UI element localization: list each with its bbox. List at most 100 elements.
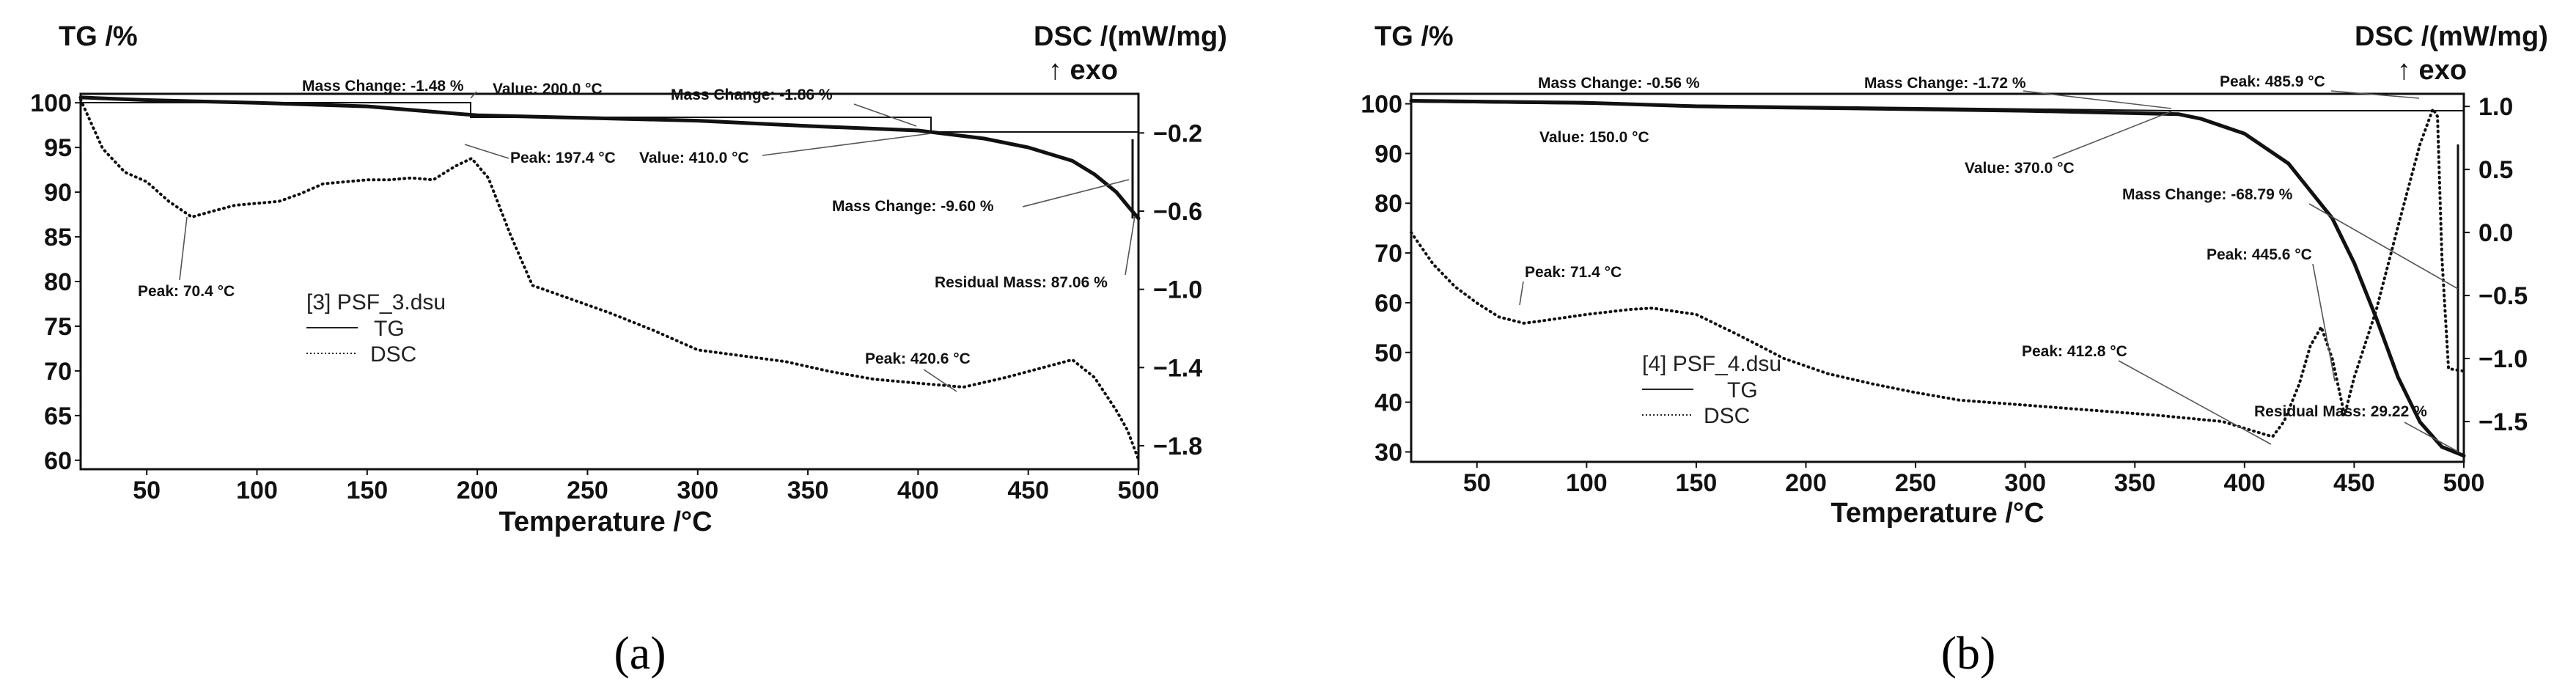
- annotation-mass-change-1: Mass Change: -1.48 %: [302, 78, 464, 95]
- x-tick-label: 150: [346, 477, 388, 504]
- panel-caption: (a): [614, 627, 666, 679]
- leader-peak-485: [2330, 90, 2420, 99]
- leader-mass-change-3: [2308, 203, 2459, 290]
- tg-tick-label: 30: [1375, 438, 1402, 466]
- tg-tick-labels: 100 90 80 70 60 50 40 30: [1361, 91, 1411, 466]
- dsc-tick-label: 1.0: [2479, 93, 2513, 121]
- exo-label: ↑ exo: [2397, 55, 2467, 86]
- tg-tick-label: 60: [1375, 290, 1402, 317]
- x-tick-labels: 50 100 150 200 250 300 350 400 450 500: [133, 469, 1159, 504]
- x-tick-label: 200: [457, 477, 498, 504]
- plot-frame: [1410, 92, 2465, 463]
- annotation-peak-420: Peak: 420.6 °C: [865, 350, 971, 367]
- annotation-mass-change-3: Mass Change: -68.79 %: [2122, 186, 2293, 203]
- legend-title: [4] PSF_4.dsu: [1642, 352, 1781, 376]
- x-tick-label: 350: [787, 477, 829, 504]
- tg-curve: [78, 95, 1141, 221]
- x-tick-label: 300: [677, 477, 718, 504]
- tg-tick-label: 75: [44, 313, 72, 341]
- panel-a: TG /% DSC /(mW/mg) ↑ exo 50 100 150 200 250 3…: [30, 21, 1227, 679]
- dsc-tick-label: 0.0: [2479, 219, 2513, 247]
- tg-tick-label: 60: [44, 447, 72, 475]
- x-tick-label: 400: [2223, 469, 2265, 497]
- x-tick-label: 50: [1463, 469, 1491, 497]
- tg-step-construction: [81, 102, 1138, 133]
- tg-tick-label: 50: [1375, 339, 1402, 367]
- dsc-tick-label: −1.4: [1153, 354, 1202, 382]
- leader-value-200: [470, 91, 477, 99]
- tg-axis-label: TG /%: [59, 21, 138, 52]
- x-tick-label: 500: [2443, 469, 2485, 497]
- annotation-residual-mass: Residual Mass: 29.22 %: [2254, 403, 2427, 420]
- annotation-residual-mass: Residual Mass: 87.06 %: [935, 274, 1108, 291]
- x-tick-label: 450: [2333, 469, 2375, 497]
- tg-tick-label: 95: [44, 134, 72, 162]
- annotation-mass-change-3: Mass Change: -9.60 %: [832, 198, 994, 215]
- annotation-value-410: Value: 410.0 °C: [639, 150, 749, 166]
- tg-tick-label: 90: [44, 179, 72, 207]
- tg-tick-label: 70: [44, 358, 72, 386]
- annotation-peak-445: Peak: 445.6 °C: [2207, 246, 2312, 263]
- dsc-tick-labels: 1.0 0.5 0.0 −0.5 −1.0 −1.5: [2464, 93, 2528, 436]
- annotation-mass-change-2: Mass Change: -1.86 %: [671, 87, 833, 103]
- leader-value-370: [2052, 111, 2172, 159]
- panel-b: TG /% DSC /(mW/mg) ↑ exo 50 100 150 200 250 3…: [1361, 21, 2548, 679]
- dsc-tick-label: −1.0: [1153, 276, 1202, 304]
- dsc-tick-label: −1.8: [1153, 433, 1202, 460]
- annotation-peak-70: Peak: 70.4 °C: [138, 283, 235, 300]
- x-tick-label: 400: [897, 477, 939, 504]
- x-tick-label: 500: [1118, 477, 1160, 504]
- tg-tick-label: 80: [1375, 190, 1402, 218]
- x-tick-label: 100: [236, 477, 278, 504]
- leader-residual-mass: [1125, 216, 1136, 276]
- legend: [3] PSF_3.dsu TG DSC: [306, 290, 446, 367]
- panel-caption: (b): [1941, 627, 1996, 679]
- dsc-tick-label: −0.6: [1153, 198, 1202, 226]
- annotation-value-200: Value: 200.0 °C: [493, 81, 603, 98]
- plot-area: [78, 95, 1141, 461]
- leader-peak-197: [464, 144, 509, 159]
- x-tick-label: 450: [1007, 477, 1049, 504]
- tg-tick-label: 80: [44, 268, 72, 296]
- dsc-curve: [79, 98, 1140, 461]
- annotation-mass-change-2: Mass Change: -1.72 %: [1864, 75, 2026, 92]
- x-axis-label: Temperature /°C: [1830, 498, 2044, 529]
- x-tick-label: 100: [1566, 469, 1608, 497]
- x-axis-label: Temperature /°C: [498, 507, 712, 537]
- annotation-peak-71: Peak: 71.4 °C: [1525, 264, 1622, 281]
- leader-mass-change-2: [2023, 90, 2172, 109]
- annotation-peak-197: Peak: 197.4 °C: [510, 150, 616, 166]
- x-tick-label: 250: [1895, 469, 1937, 497]
- dsc-tick-labels: −0.2 −0.6 −1.0 −1.4 −1.8: [1138, 119, 1202, 460]
- leader-mass-change-3: [1022, 179, 1130, 207]
- legend: [4] PSF_4.dsu TG DSC: [1642, 352, 1781, 428]
- legend-tg-label: TG: [1727, 378, 1758, 402]
- tg-tick-label: 65: [44, 402, 72, 430]
- dsc-tick-label: −0.2: [1153, 119, 1202, 147]
- plot-area: [1409, 99, 2466, 458]
- x-tick-labels: 50 100 150 200 250 300 350 400 450 500: [1463, 462, 2485, 497]
- dsc-tick-label: −1.0: [2479, 345, 2528, 373]
- tg-tick-label: 100: [1361, 91, 1402, 119]
- x-tick-label: 200: [1785, 469, 1827, 497]
- tg-tick-label: 100: [30, 89, 72, 117]
- x-tick-label: 300: [2004, 469, 2046, 497]
- dsc-tick-label: −0.5: [2479, 282, 2528, 310]
- annotation-mass-change-1: Mass Change: -0.56 %: [1538, 75, 1700, 92]
- annotation-peak-485: Peak: 485.9 °C: [2220, 73, 2325, 90]
- legend-tg-label: TG: [374, 317, 405, 341]
- annotation-value-370: Value: 370.0 °C: [1965, 160, 2075, 177]
- tg-tick-label: 40: [1375, 389, 1402, 417]
- annotation-peak-412: Peak: 412.8 °C: [2022, 343, 2127, 360]
- x-tick-label: 50: [133, 477, 161, 504]
- tg-curve: [1409, 99, 2466, 458]
- leader-value-410: [762, 133, 932, 156]
- exo-label: ↑ exo: [1048, 55, 1118, 86]
- tg-tick-label: 70: [1375, 240, 1402, 268]
- dsc-axis-label: DSC /(mW/mg): [1034, 21, 1227, 52]
- x-tick-label: 150: [1676, 469, 1718, 497]
- annotation-value-150: Value: 150.0 °C: [1539, 129, 1649, 146]
- leader-peak-70: [179, 216, 188, 281]
- tg-tick-label: 85: [44, 224, 72, 251]
